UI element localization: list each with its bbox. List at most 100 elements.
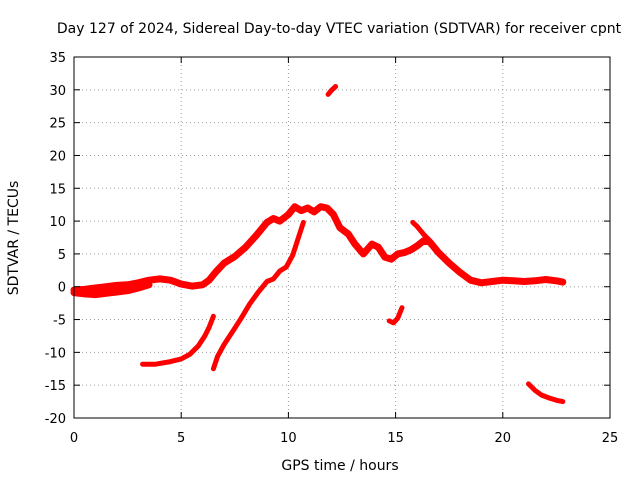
- data-point: [203, 334, 206, 338]
- x-axis-label: GPS time / hours: [281, 458, 398, 474]
- data-point: [154, 363, 157, 366]
- data-point: [527, 382, 530, 386]
- data-point: [169, 360, 172, 363]
- data-point: [212, 315, 215, 318]
- series-tail-fragment: [526, 381, 566, 405]
- data-point: [332, 213, 335, 216]
- series-main-track: [70, 203, 567, 294]
- data-point: [409, 248, 412, 252]
- data-point: [325, 206, 329, 210]
- data-point: [180, 357, 183, 361]
- data-point: [169, 279, 172, 282]
- data-point: [370, 242, 374, 246]
- data-point: [265, 221, 269, 224]
- data-point: [297, 234, 301, 237]
- data-point: [383, 256, 387, 259]
- data-point: [207, 279, 211, 282]
- y-tick-label: 10: [49, 215, 66, 230]
- data-point: [390, 258, 393, 261]
- x-tick-label: 20: [495, 431, 512, 446]
- data-point: [287, 213, 290, 216]
- data-point: [544, 278, 547, 281]
- data-point: [188, 353, 191, 356]
- data-point: [265, 280, 269, 283]
- x-tick-label: 10: [280, 431, 297, 446]
- data-point: [285, 265, 288, 269]
- data-point: [415, 225, 419, 228]
- data-point: [105, 292, 108, 295]
- data-point: [272, 277, 275, 281]
- data-point: [240, 317, 243, 320]
- data-point: [306, 206, 309, 210]
- y-tick-label: -10: [45, 346, 66, 361]
- series-lower-band: [70, 281, 153, 299]
- data-point: [561, 280, 564, 284]
- data-point: [278, 219, 281, 223]
- data-point: [115, 290, 119, 294]
- data-point: [115, 284, 119, 287]
- data-point: [248, 302, 251, 305]
- y-tick-label: 0: [58, 281, 66, 296]
- x-tick-label: 0: [70, 431, 78, 446]
- data-point: [555, 279, 558, 282]
- y-tick-label: 30: [49, 84, 66, 99]
- data-point: [137, 286, 140, 290]
- series-rising-arc-2: [210, 219, 306, 372]
- data-point: [244, 246, 247, 249]
- data-point: [353, 242, 357, 246]
- y-tick-label: 5: [58, 248, 66, 263]
- data-point: [392, 321, 395, 324]
- data-point: [222, 261, 226, 265]
- data-point: [396, 317, 399, 320]
- data-point: [293, 205, 296, 208]
- data-point: [326, 93, 330, 96]
- data-point: [207, 326, 211, 329]
- plot-frame: [73, 56, 611, 419]
- data-point: [147, 283, 151, 286]
- y-tick-label: 15: [49, 182, 66, 197]
- data-point: [338, 226, 342, 229]
- data-point: [540, 393, 543, 397]
- y-tick-label: 35: [49, 51, 66, 66]
- data-point: [319, 205, 322, 208]
- x-tick-label: 15: [387, 431, 404, 446]
- data-point: [347, 233, 350, 236]
- data-point: [312, 210, 316, 214]
- data-point: [458, 271, 462, 274]
- y-tick-label: 20: [49, 149, 66, 164]
- grid: [74, 57, 610, 418]
- series-rising-arc-1: [140, 313, 216, 367]
- data-point: [83, 292, 86, 296]
- data-point: [490, 280, 494, 283]
- y-tick-label: -5: [53, 314, 66, 329]
- data-point: [158, 277, 161, 281]
- x-tick-label: 5: [177, 431, 185, 446]
- data-point: [411, 221, 414, 224]
- data-point: [422, 239, 425, 242]
- data-point: [512, 279, 515, 282]
- data-point: [212, 367, 215, 370]
- data-point: [388, 319, 391, 323]
- data-point: [428, 239, 432, 242]
- data-point: [137, 281, 140, 284]
- series-spike-fragment: [410, 219, 433, 244]
- x-tick-label: 25: [602, 431, 619, 446]
- data-point: [334, 85, 337, 88]
- data-point: [147, 279, 151, 282]
- data-point: [403, 251, 406, 254]
- data-point: [548, 397, 552, 400]
- data-point: [255, 234, 258, 237]
- data-point: [396, 252, 399, 256]
- data-point: [415, 244, 419, 248]
- chart-title: Day 127 of 2024, Sidereal Day-to-day VTE…: [57, 21, 622, 37]
- series-drop-fragment: [386, 305, 405, 326]
- data-point: [448, 261, 451, 265]
- data-point: [555, 399, 558, 402]
- data-point: [480, 281, 483, 284]
- data-point: [533, 389, 537, 392]
- data-point: [222, 343, 226, 346]
- y-tick-label: 25: [49, 117, 66, 132]
- data-point: [126, 283, 129, 286]
- data-point: [501, 279, 504, 282]
